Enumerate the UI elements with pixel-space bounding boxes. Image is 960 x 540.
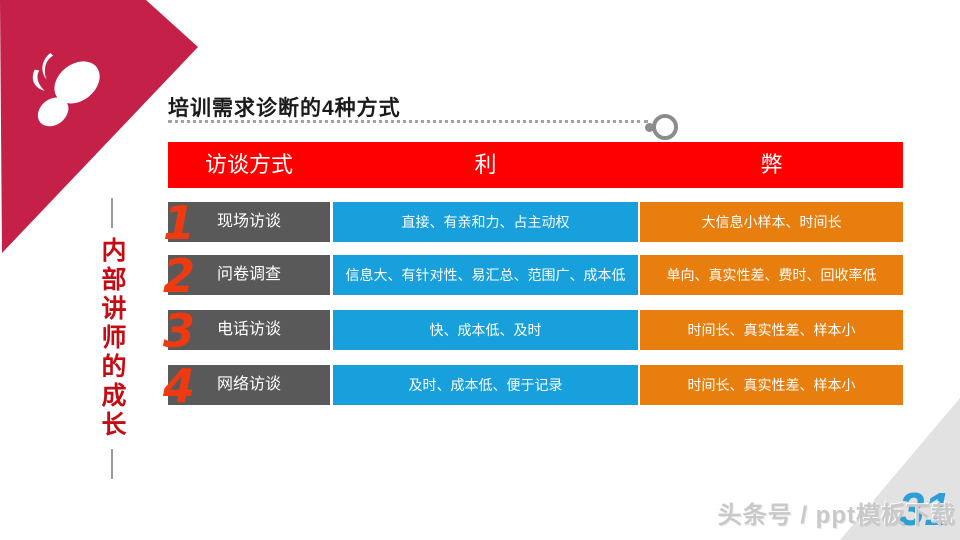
pros-cell: 及时、成本低、便于记录: [333, 365, 638, 405]
pros-cell: 直接、有亲和力、占主动权: [333, 202, 638, 242]
row-number: 3: [163, 304, 196, 358]
comparison-table: 访谈方式 利 弊 1 现场访谈 直接、有亲和力、占主动权 大信息小样本、时间长 …: [163, 142, 903, 410]
method-cell: 网络访谈: [168, 365, 330, 405]
cons-cell: 单向、真实性差、费时、回收率低: [640, 255, 903, 295]
header-pros: 利: [474, 152, 497, 177]
cons-cell: 时间长、真实性差、样本小: [640, 365, 903, 405]
pros-cell: 快、成本低、及时: [333, 310, 638, 350]
butterfly-icon: [32, 53, 100, 127]
cons-cell: 时间长、真实性差、样本小: [640, 310, 903, 350]
header-method: 访谈方式: [204, 152, 293, 177]
side-caption: 内部讲师的成长: [94, 198, 130, 483]
page-number: 31: [898, 483, 950, 535]
watermark-text: 头条号 / ppt模板下载: [717, 502, 956, 529]
page-title: 培训需求诊断的4种方式: [168, 97, 401, 120]
divider: [111, 449, 113, 479]
dot-marker-icon: [645, 123, 654, 132]
pros-cell: 信息大、有针对性、易汇总、范围广、成本低: [333, 255, 638, 295]
row-number: 1: [163, 196, 196, 250]
method-cell: 现场访谈: [168, 202, 330, 242]
table-row: 4 网络访谈 及时、成本低、便于记录 时间长、真实性差、样本小: [163, 362, 903, 410]
method-cell: 问卷调查: [168, 255, 330, 295]
dotted-divider: [168, 120, 648, 123]
table-row: 3 电话访谈 快、成本低、及时 时间长、真实性差、样本小: [163, 307, 903, 355]
table-row: 2 问卷调查 信息大、有针对性、易汇总、范围广、成本低 单向、真实性差、费时、回…: [163, 252, 903, 300]
cons-cell: 大信息小样本、时间长: [640, 202, 903, 242]
table-body: 1 现场访谈 直接、有亲和力、占主动权 大信息小样本、时间长 2 问卷调查 信息…: [163, 199, 903, 410]
table-header: 访谈方式 利 弊: [168, 142, 903, 188]
row-number: 2: [163, 249, 196, 303]
row-number: 4: [163, 359, 196, 413]
method-cell: 电话访谈: [168, 310, 330, 350]
side-vertical-text: 内部讲师的成长: [98, 237, 126, 440]
circle-marker-icon: [652, 114, 678, 140]
header-cons: 弊: [760, 152, 783, 177]
divider: [111, 198, 113, 228]
table-row: 1 现场访谈 直接、有亲和力、占主动权 大信息小样本、时间长: [163, 199, 903, 247]
